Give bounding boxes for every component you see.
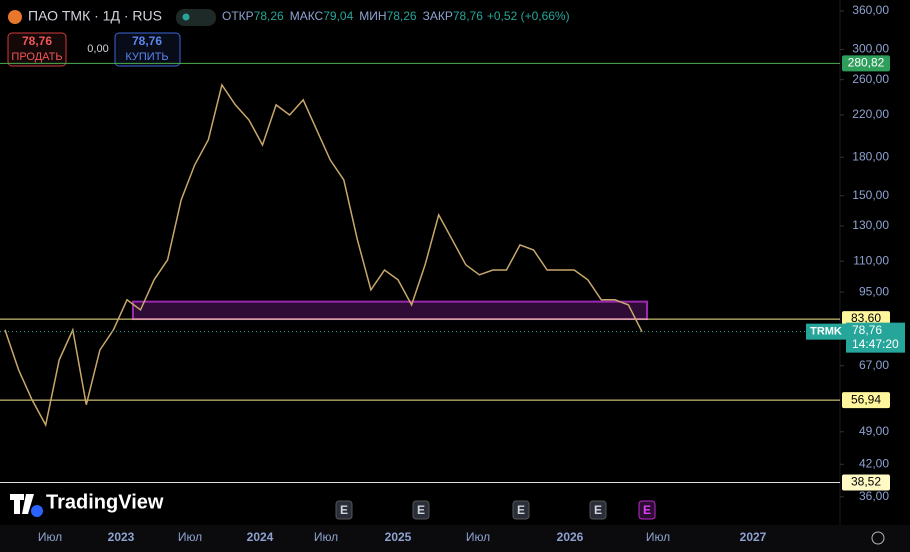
x-tick-label: Июл bbox=[646, 530, 670, 544]
last-price-tag bbox=[846, 322, 905, 353]
logo-text: TradingView bbox=[46, 491, 164, 513]
status-dot bbox=[182, 13, 190, 21]
price-level-tag bbox=[842, 392, 890, 409]
event-marker-label: E bbox=[643, 503, 651, 517]
buy-price: 78,76 bbox=[132, 34, 162, 48]
price-level-tag bbox=[842, 474, 890, 491]
price-level-label: 280,82 bbox=[848, 56, 885, 70]
y-tick-label: 42,00 bbox=[859, 456, 889, 470]
symbol-tag bbox=[806, 323, 846, 340]
x-tick-label: 2025 bbox=[385, 530, 412, 544]
y-tick-label: 95,00 bbox=[859, 284, 889, 298]
buy-button[interactable] bbox=[114, 32, 181, 67]
event-marker-label: E bbox=[594, 503, 602, 517]
price-level-tag bbox=[842, 55, 890, 72]
logo-dot bbox=[31, 505, 43, 517]
x-tick-label: 2024 bbox=[247, 530, 274, 544]
symbol-tag-label: TRMK bbox=[810, 326, 842, 338]
price-line bbox=[4, 83, 643, 428]
zone bbox=[132, 300, 648, 321]
x-tick-label: 2027 bbox=[740, 530, 767, 544]
symbol-title: ПАО ТМК · 1Д · RUS bbox=[28, 8, 162, 24]
event-marker-label: E bbox=[417, 503, 425, 517]
y-tick-label: 260,00 bbox=[852, 72, 889, 86]
ohlc-value: 78,76 bbox=[453, 9, 483, 23]
price-level-label: 38,52 bbox=[851, 475, 881, 489]
y-tick-label: 67,00 bbox=[859, 358, 889, 372]
ohlc-label: МАКС bbox=[290, 9, 324, 23]
y-tick-label: 36,00 bbox=[859, 489, 889, 503]
spread: 0,00 bbox=[87, 43, 108, 55]
y-tick-label: 150,00 bbox=[852, 188, 889, 202]
price-level-label: 56,94 bbox=[851, 392, 881, 406]
x-tick-label: Июл bbox=[314, 530, 338, 544]
event-marker-label: E bbox=[517, 503, 525, 517]
y-tick-label: 49,00 bbox=[859, 424, 889, 438]
y-tick-label: 300,00 bbox=[852, 42, 889, 56]
y-tick-label: 180,00 bbox=[852, 149, 889, 163]
x-tick-label: 2023 bbox=[108, 530, 135, 544]
countdown: 14:47:20 bbox=[852, 337, 899, 351]
sell-button[interactable] bbox=[7, 32, 67, 67]
y-tick-label: 360,00 bbox=[852, 3, 889, 17]
ohlc-value: 78,26 bbox=[387, 9, 417, 23]
event-marker bbox=[589, 500, 607, 520]
x-tick-label: Июл bbox=[178, 530, 202, 544]
ohlc-value: 78,26 bbox=[254, 9, 284, 23]
event-marker bbox=[638, 500, 656, 520]
symbol-icon bbox=[8, 10, 22, 24]
ohlc-label: МИН bbox=[359, 9, 386, 23]
time-axis-strip bbox=[0, 525, 910, 552]
y-tick-label: 110,00 bbox=[853, 253, 889, 267]
settings-icon[interactable] bbox=[871, 531, 885, 545]
event-marker bbox=[512, 500, 530, 520]
status-badge bbox=[176, 9, 216, 26]
sell-label: ПРОДАТЬ bbox=[11, 51, 62, 63]
change: +0,52 (+0,66%) bbox=[487, 9, 570, 23]
sell-price: 78,76 bbox=[22, 34, 52, 48]
x-tick-label: Июл bbox=[466, 530, 490, 544]
y-tick-label: 130,00 bbox=[852, 218, 889, 232]
event-marker bbox=[412, 500, 430, 520]
event-marker bbox=[335, 500, 353, 520]
price-level-label: 83,60 bbox=[851, 311, 881, 325]
event-marker-label: E bbox=[340, 503, 348, 517]
x-tick-label: 2026 bbox=[557, 530, 584, 544]
logo-icon bbox=[10, 494, 34, 514]
ohlc-label: ОТКР bbox=[222, 9, 254, 23]
last-price-label: 78,76 bbox=[852, 323, 882, 337]
y-tick-label: 220,00 bbox=[852, 107, 889, 121]
ohlc-label: ЗАКР bbox=[423, 9, 453, 23]
ohlc-value: 79,04 bbox=[323, 9, 353, 23]
x-tick-label: Июл bbox=[38, 530, 62, 544]
buy-label: КУПИТЬ bbox=[125, 51, 168, 63]
